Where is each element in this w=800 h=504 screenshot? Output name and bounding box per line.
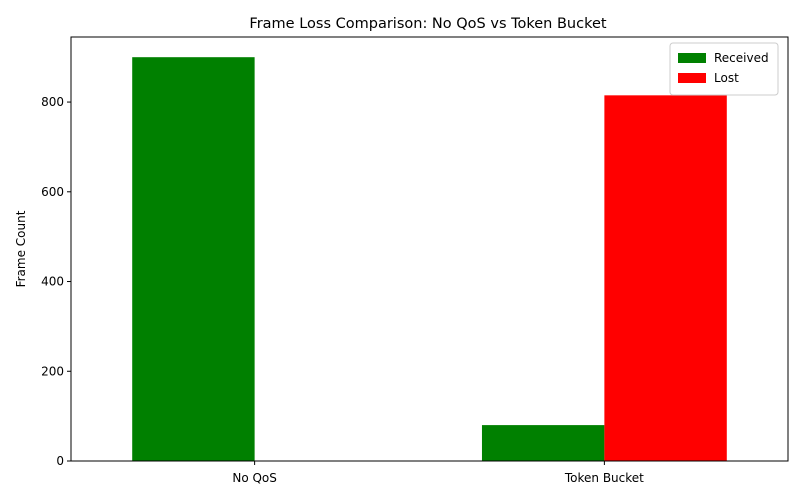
legend: Received Lost (669, 42, 779, 96)
bar-received-no-qos (132, 57, 255, 461)
plot-frame (70, 36, 789, 462)
legend-label-lost: Lost (714, 71, 739, 85)
y-axis-label: Frame Count (14, 210, 28, 287)
x-tick-label: No QoS (232, 471, 277, 485)
y-axis: 0 200 400 600 800 (41, 95, 71, 468)
bars-layer (132, 57, 727, 462)
x-tick-label: Token Bucket (564, 471, 644, 485)
legend-swatch-received (678, 53, 706, 63)
legend-label-received: Received (714, 51, 769, 65)
legend-swatch-lost (678, 73, 706, 83)
x-axis: No QoS Token Bucket (232, 461, 644, 485)
chart-title: Frame Loss Comparison: No QoS vs Token B… (249, 16, 606, 32)
bar-lost-token-bucket (604, 95, 727, 462)
y-tick-label: 800 (41, 95, 64, 109)
y-tick-label: 600 (41, 185, 64, 199)
y-tick-label: 0 (56, 454, 64, 468)
y-tick-label: 200 (41, 364, 64, 378)
bar-received-token-bucket (481, 425, 605, 461)
y-tick-label: 400 (41, 275, 64, 289)
